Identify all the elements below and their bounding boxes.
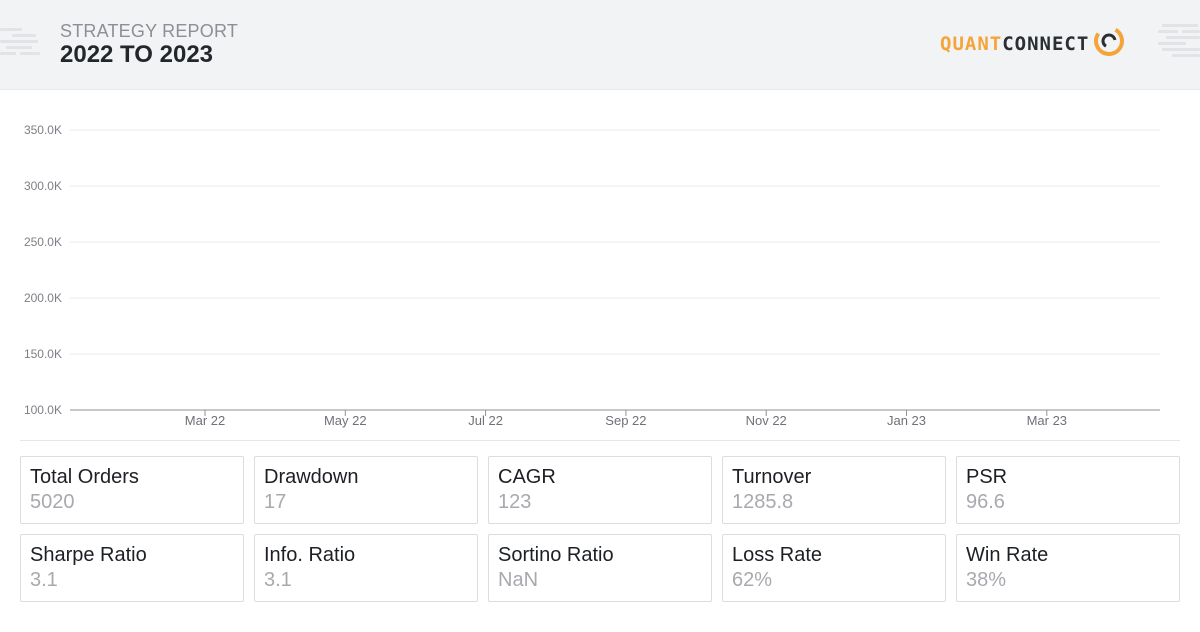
stat-card-total-orders: Total Orders 5020 [20,456,244,524]
stat-card-info-ratio: Info. Ratio 3.1 [254,534,478,602]
report-header: STRATEGY REPORT 2022 TO 2023 QUANT CONNE… [0,0,1200,90]
x-tick-label: Jul 22 [468,413,503,428]
x-tick-label: Nov 22 [746,413,787,428]
stat-value: 96.6 [966,491,1005,513]
stat-value: 5020 [30,491,75,513]
stat-value: NaN [498,569,539,591]
y-tick-label: 200.0K [24,291,62,305]
stat-label: Sortino Ratio [498,544,614,566]
stat-card-loss-rate: Loss Rate 62% [722,534,946,602]
stat-label: Total Orders [30,466,139,488]
stat-value: 123 [498,491,532,513]
logo-ring-icon [1094,26,1125,56]
stat-value: 3.1 [30,569,58,591]
stat-card-psr: PSR 96.6 [956,456,1180,524]
stat-value: 3.1 [264,569,292,591]
stat-label: Turnover [732,466,812,488]
stat-card-cagr: CAGR 123 [488,456,712,524]
report-title: 2022 TO 2023 [60,41,214,68]
stat-card-turnover: Turnover 1285.8 [722,456,946,524]
stat-value: 62% [732,569,773,591]
stat-card-drawdown: Drawdown 17 [254,456,478,524]
y-tick-label: 250.0K [24,235,62,249]
header-decoration-right [1158,24,1200,64]
logo-text-quant: QUANT [940,33,1003,55]
stat-label: Loss Rate [732,544,823,566]
stat-card-sortino-ratio: Sortino Ratio NaN [488,534,712,602]
equity-chart-svg: 350.0K 300.0K 250.0K 200.0K 150.0K 100.0K Mar … [24,123,1160,428]
equity-chart: 350.0K 300.0K 250.0K 200.0K 150.0K 100.0K Mar … [0,100,1200,440]
stat-label: Drawdown [264,466,359,488]
x-tick-label: Jan 23 [887,413,926,428]
logo-text-connect: CONNECT [1002,33,1090,55]
stat-card-win-rate: Win Rate 38% [956,534,1180,602]
stat-label: Win Rate [966,544,1049,566]
stat-label: Sharpe Ratio [30,544,147,566]
stat-value: 17 [264,491,287,513]
quantconnect-logo: QUANT CONNECT [940,24,1127,64]
stat-label: CAGR [498,466,556,488]
y-tick-label: 100.0K [24,403,62,417]
y-tick-label: 300.0K [24,179,62,193]
report-kicker: STRATEGY REPORT [60,21,239,41]
x-tick-label: Sep 22 [605,413,646,428]
stat-value: 38% [966,569,1007,591]
header-decoration-left [0,28,45,64]
y-tick-label: 350.0K [24,123,62,137]
stat-label: PSR [966,466,1008,488]
y-tick-label: 150.0K [24,347,62,361]
x-tick-label: May 22 [324,413,367,428]
x-tick-label: Mar 23 [1027,413,1067,428]
stat-label: Info. Ratio [264,544,356,566]
stat-card-sharpe-ratio: Sharpe Ratio 3.1 [20,534,244,602]
x-tick-label: Mar 22 [185,413,225,428]
stat-value: 1285.8 [732,491,794,513]
section-divider [20,440,1180,441]
